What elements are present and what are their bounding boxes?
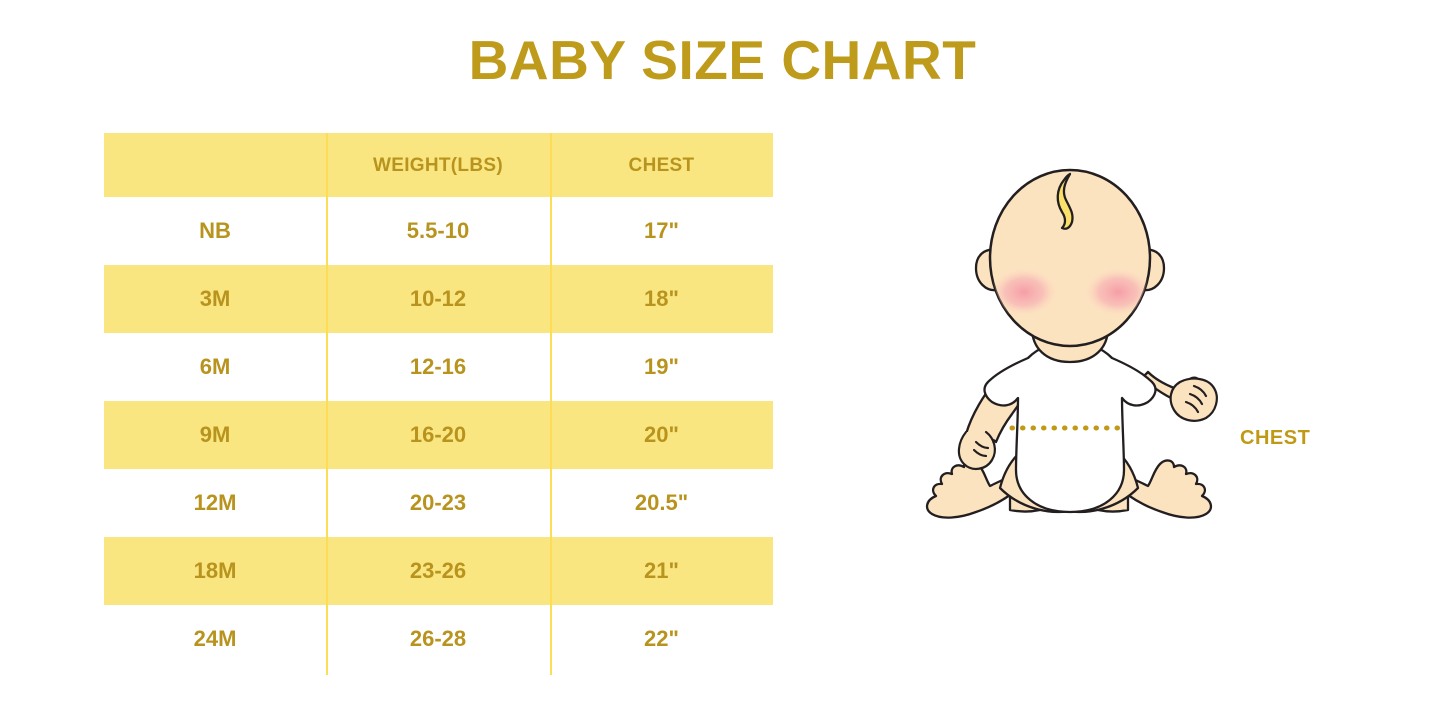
table-header-row: WEIGHT(LBS) CHEST <box>104 133 773 197</box>
column-divider-2 <box>550 133 552 675</box>
table-row: 6M 12-16 19" <box>104 333 773 401</box>
table-row: 12M 20-23 20.5" <box>104 469 773 537</box>
header-cell-weight: WEIGHT(LBS) <box>373 154 503 176</box>
table-row: 24M 26-28 22" <box>104 605 773 673</box>
cell-chest: 21" <box>644 558 679 583</box>
cell-weight: 12-16 <box>409 354 467 379</box>
baby-blush-group <box>990 267 1150 317</box>
cell-chest: 18" <box>644 286 679 311</box>
cell-size: 12M <box>193 490 237 515</box>
table-row: 18M 23-26 21" <box>104 537 773 605</box>
baby-right-hand <box>1169 377 1218 422</box>
cell-chest: 22" <box>644 626 679 651</box>
cell-size: 24M <box>193 626 237 651</box>
table-row: NB 5.5-10 17" <box>104 197 773 265</box>
sitting-baby-illustration <box>880 150 1280 610</box>
cell-chest: 20.5" <box>634 490 689 515</box>
cell-size: 6M <box>199 354 231 379</box>
cell-weight: 20-23 <box>409 490 467 515</box>
baby-right-blush <box>1083 267 1150 317</box>
cell-weight: 26-28 <box>409 626 467 651</box>
cell-weight: 23-26 <box>409 558 467 583</box>
baby-hair-curl <box>1056 172 1074 230</box>
cell-weight: 10-12 <box>409 286 467 311</box>
cell-weight: 16-20 <box>409 422 467 447</box>
baby-onesie <box>983 340 1157 514</box>
baby-svg <box>925 168 1218 519</box>
table-row: 3M 10-12 18" <box>104 265 773 333</box>
cell-size: NB <box>199 218 231 243</box>
cell-size: 9M <box>199 422 231 447</box>
cell-chest: 17" <box>644 218 679 243</box>
size-table: WEIGHT(LBS) CHEST NB 5.5-10 17" 3M 10-12… <box>104 133 773 675</box>
baby-left-blush <box>990 267 1059 317</box>
cell-size: 18M <box>193 558 237 583</box>
cell-weight: 5.5-10 <box>406 218 470 243</box>
cell-size: 3M <box>199 286 231 311</box>
header-cell-chest: CHEST <box>628 154 695 176</box>
baby-head <box>988 168 1152 348</box>
cell-chest: 20" <box>644 422 679 447</box>
page-title: BABY SIZE CHART <box>468 29 977 91</box>
column-divider-1 <box>326 133 328 675</box>
baby-left-hand <box>957 430 996 470</box>
cell-chest: 19" <box>644 354 679 379</box>
table-row: 9M 16-20 20" <box>104 401 773 469</box>
chest-label: CHEST <box>1240 427 1311 449</box>
